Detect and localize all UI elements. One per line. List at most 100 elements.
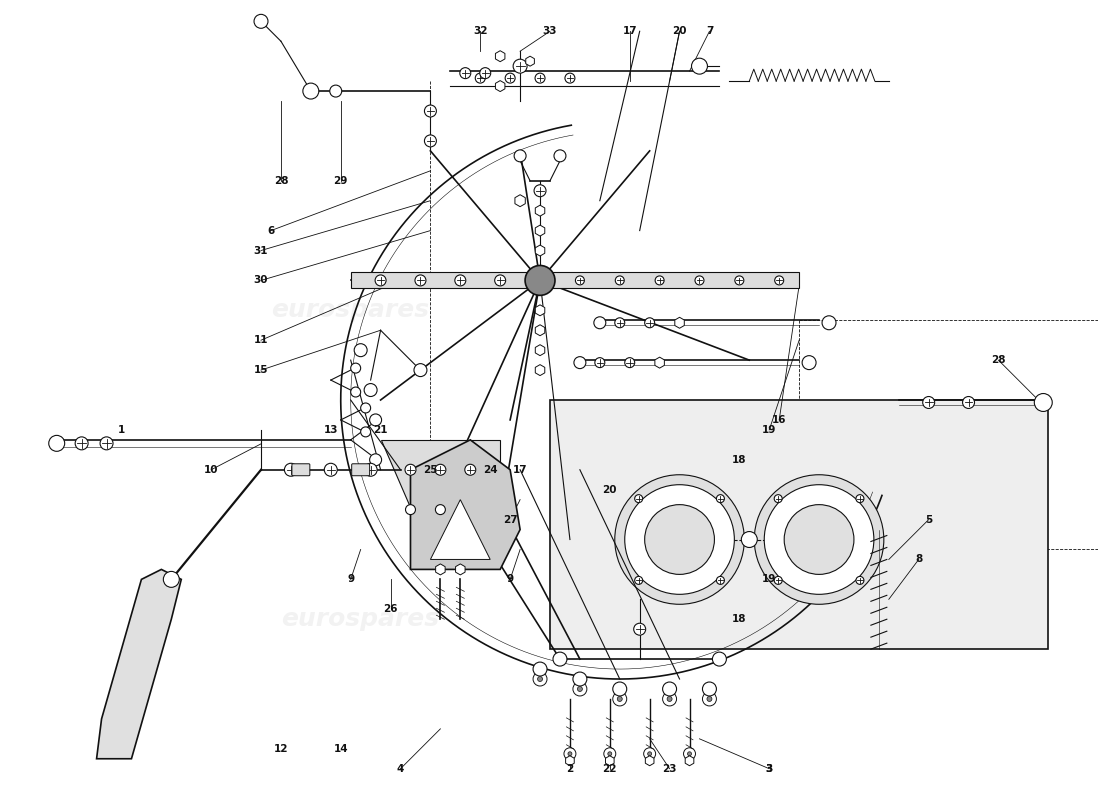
- Circle shape: [535, 73, 544, 83]
- Circle shape: [480, 68, 491, 78]
- Circle shape: [75, 437, 88, 450]
- Circle shape: [495, 275, 506, 286]
- Polygon shape: [540, 273, 799, 288]
- Polygon shape: [674, 318, 684, 328]
- Circle shape: [436, 505, 446, 514]
- Polygon shape: [495, 50, 505, 62]
- Text: 32: 32: [473, 26, 487, 36]
- Text: 9: 9: [507, 574, 514, 584]
- Polygon shape: [436, 564, 446, 575]
- Circle shape: [370, 414, 382, 426]
- Text: 5: 5: [925, 514, 933, 525]
- Circle shape: [735, 276, 744, 285]
- Circle shape: [254, 14, 268, 28]
- Circle shape: [608, 752, 612, 756]
- Circle shape: [594, 317, 606, 329]
- Text: 11: 11: [254, 335, 268, 346]
- Text: 9: 9: [348, 574, 354, 584]
- Polygon shape: [410, 440, 520, 570]
- Circle shape: [475, 73, 485, 83]
- Circle shape: [695, 276, 704, 285]
- Circle shape: [774, 494, 782, 502]
- Circle shape: [465, 464, 476, 475]
- FancyBboxPatch shape: [292, 464, 310, 476]
- Polygon shape: [536, 225, 544, 236]
- Text: 3: 3: [766, 764, 773, 774]
- Circle shape: [534, 662, 547, 676]
- Circle shape: [774, 276, 783, 285]
- Circle shape: [573, 672, 587, 686]
- Circle shape: [163, 571, 179, 587]
- Circle shape: [425, 105, 437, 117]
- Circle shape: [574, 357, 586, 369]
- Text: 27: 27: [503, 514, 517, 525]
- Text: 28: 28: [274, 176, 288, 186]
- Text: 14: 14: [333, 744, 348, 754]
- Circle shape: [525, 266, 556, 295]
- Circle shape: [615, 474, 745, 604]
- Polygon shape: [536, 245, 544, 256]
- Circle shape: [554, 150, 565, 162]
- Text: 29: 29: [333, 176, 348, 186]
- Circle shape: [538, 677, 542, 682]
- Text: 30: 30: [254, 275, 268, 286]
- Text: 3: 3: [766, 764, 773, 774]
- Text: 25: 25: [424, 465, 438, 474]
- Polygon shape: [515, 194, 526, 206]
- Circle shape: [645, 505, 714, 574]
- Circle shape: [634, 623, 646, 635]
- Circle shape: [460, 68, 471, 78]
- Circle shape: [534, 672, 547, 686]
- Circle shape: [662, 682, 676, 696]
- Circle shape: [285, 463, 297, 476]
- Polygon shape: [536, 365, 544, 375]
- Polygon shape: [550, 400, 1048, 649]
- Circle shape: [535, 185, 546, 197]
- Circle shape: [361, 403, 371, 413]
- Circle shape: [573, 682, 587, 696]
- Circle shape: [856, 494, 864, 502]
- Polygon shape: [565, 756, 574, 766]
- Circle shape: [645, 318, 654, 328]
- Circle shape: [617, 697, 623, 702]
- Circle shape: [613, 682, 627, 696]
- Circle shape: [755, 474, 883, 604]
- Circle shape: [784, 505, 854, 574]
- Circle shape: [856, 576, 864, 584]
- Circle shape: [613, 692, 627, 706]
- Circle shape: [774, 576, 782, 584]
- Text: 18: 18: [733, 454, 747, 465]
- Circle shape: [923, 397, 935, 409]
- Circle shape: [692, 58, 707, 74]
- Circle shape: [578, 686, 582, 691]
- Circle shape: [553, 652, 566, 666]
- Circle shape: [802, 356, 816, 370]
- Text: 23: 23: [662, 764, 676, 774]
- Circle shape: [625, 485, 735, 594]
- Text: 17: 17: [623, 26, 637, 36]
- Circle shape: [644, 748, 656, 760]
- Polygon shape: [526, 56, 535, 66]
- Circle shape: [568, 752, 572, 756]
- Text: 13: 13: [323, 425, 338, 435]
- Text: 15: 15: [254, 365, 268, 375]
- Text: 8: 8: [915, 554, 922, 565]
- Circle shape: [713, 652, 726, 666]
- Circle shape: [414, 364, 427, 377]
- Text: 7: 7: [706, 26, 713, 36]
- Circle shape: [505, 73, 515, 83]
- Text: 20: 20: [672, 26, 686, 36]
- Circle shape: [703, 692, 716, 706]
- Polygon shape: [536, 345, 544, 356]
- Circle shape: [364, 383, 377, 397]
- Text: 20: 20: [603, 485, 617, 494]
- Circle shape: [364, 463, 377, 476]
- Circle shape: [716, 494, 725, 502]
- Circle shape: [100, 437, 113, 450]
- Circle shape: [375, 275, 386, 286]
- Circle shape: [615, 276, 624, 285]
- Circle shape: [415, 275, 426, 286]
- Circle shape: [370, 454, 382, 466]
- Polygon shape: [654, 357, 664, 368]
- Circle shape: [764, 485, 873, 594]
